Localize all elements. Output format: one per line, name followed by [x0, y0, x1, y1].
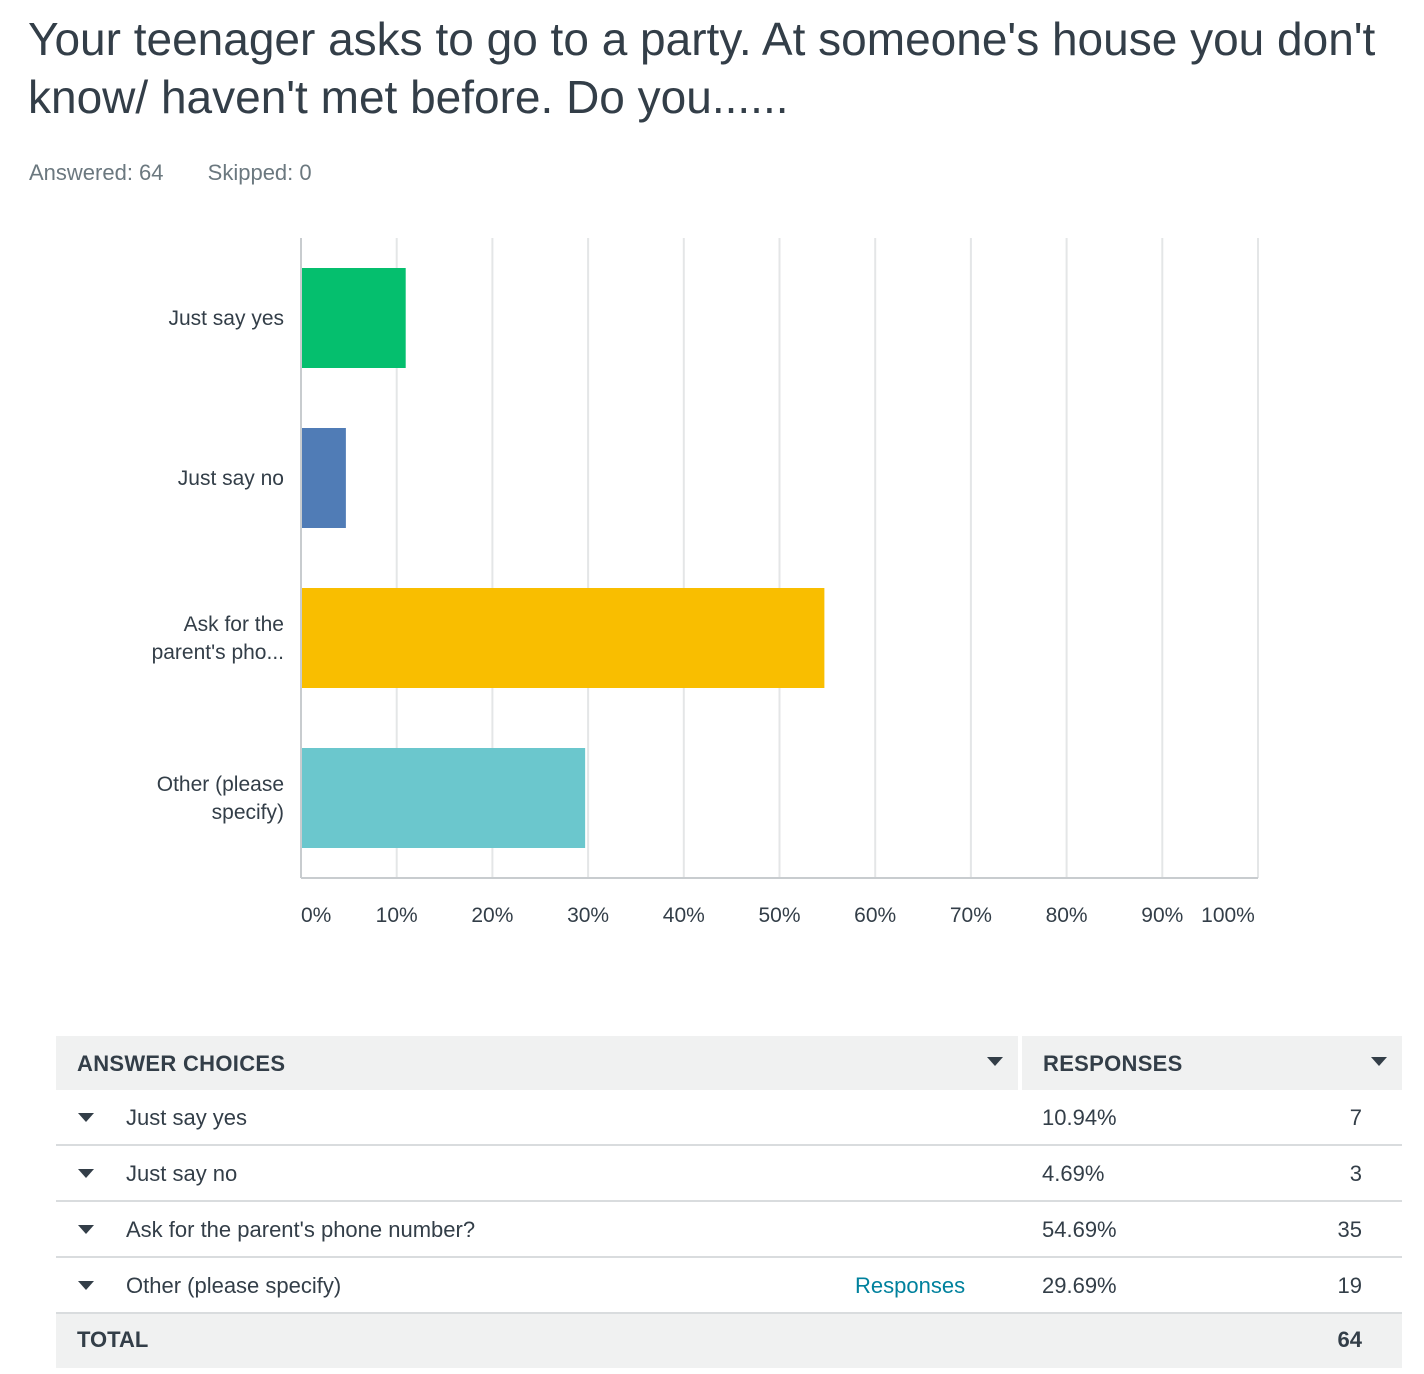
expand-row-icon[interactable] [78, 1169, 94, 1178]
category-label: Ask for the [184, 613, 284, 636]
row-label: Just say no [126, 1161, 238, 1186]
row-label: Other (please specify) [126, 1273, 342, 1298]
x-tick-label: 10% [376, 904, 418, 927]
row-percent: 10.94% [1042, 1105, 1117, 1130]
expand-row-icon[interactable] [78, 1113, 94, 1122]
row-percent: 4.69% [1042, 1161, 1105, 1186]
row-label: Ask for the parent's phone number? [126, 1217, 476, 1242]
x-tick-label: 70% [950, 904, 992, 927]
skipped-count: Skipped: 0 [207, 160, 312, 185]
axis [300, 238, 1258, 879]
header-responses: RESPONSES [1043, 1051, 1183, 1076]
row-count: 3 [1349, 1161, 1362, 1186]
responses-link[interactable]: Responses [855, 1273, 966, 1298]
x-tick-label: 20% [471, 904, 513, 927]
row-label: Just say yes [126, 1105, 248, 1130]
x-tick-label: 90% [1141, 904, 1183, 927]
row-count: 19 [1337, 1273, 1362, 1298]
x-tick-label: 30% [567, 904, 609, 927]
bar[interactable] [302, 428, 346, 528]
bar[interactable] [302, 748, 586, 848]
x-tick-label: 50% [758, 904, 800, 927]
expand-row-icon[interactable] [78, 1281, 94, 1290]
x-tick-label: 100% [1201, 904, 1255, 927]
x-tick-label: 0% [301, 904, 331, 927]
total-count: 64 [1337, 1327, 1362, 1352]
x-tick-label: 80% [1046, 904, 1088, 927]
bar[interactable] [302, 588, 825, 688]
answered-count: Answered: 64 [29, 160, 164, 185]
total-label: TOTAL [77, 1327, 149, 1352]
category-label: Just say yes [168, 307, 284, 330]
category-label: Just say no [178, 467, 284, 490]
table-row: Other (please specify) Responses 29.69% … [56, 1258, 1402, 1314]
row-count: 35 [1337, 1217, 1362, 1242]
category-label: Other (please [157, 773, 284, 796]
response-stats: Answered: 64 Skipped: 0 [29, 160, 350, 186]
header-divider [1018, 1036, 1022, 1090]
answer-table: ANSWER CHOICES RESPONSES Just say yes 10… [56, 1036, 1402, 1368]
bar-chart: Just say yes Just say no Ask for the parent… [152, 238, 1259, 927]
table-row: Just say yes 10.94% 7 [56, 1090, 1402, 1146]
category-label: specify) [212, 801, 284, 824]
category-label: parent's pho... [152, 641, 284, 664]
table-row: Ask for the parent's phone number? 54.69… [56, 1202, 1402, 1258]
sort-choices-icon[interactable] [987, 1057, 1003, 1066]
bar[interactable] [302, 268, 406, 368]
table-header: ANSWER CHOICES RESPONSES [56, 1036, 1402, 1090]
header-answer-choices: ANSWER CHOICES [77, 1051, 286, 1076]
bars [302, 268, 825, 848]
row-percent: 54.69% [1042, 1217, 1117, 1242]
table-row: Just say no 4.69% 3 [56, 1146, 1402, 1202]
row-percent: 29.69% [1042, 1273, 1117, 1298]
gridlines [395, 238, 1259, 878]
category-labels: Just say yes Just say no Ask for the parent… [152, 307, 284, 824]
sort-responses-icon[interactable] [1371, 1057, 1387, 1066]
table-total-row: TOTAL 64 [56, 1314, 1402, 1368]
row-count: 7 [1349, 1105, 1362, 1130]
x-tick-label: 40% [663, 904, 705, 927]
question-title: Your teenager asks to go to a party. At … [28, 13, 1376, 123]
expand-row-icon[interactable] [78, 1225, 94, 1234]
tick-labels: 0% 10% 20% 30% 40% 50% 60% 70% 80% 90% 100% [301, 904, 1255, 927]
x-tick-label: 60% [854, 904, 896, 927]
